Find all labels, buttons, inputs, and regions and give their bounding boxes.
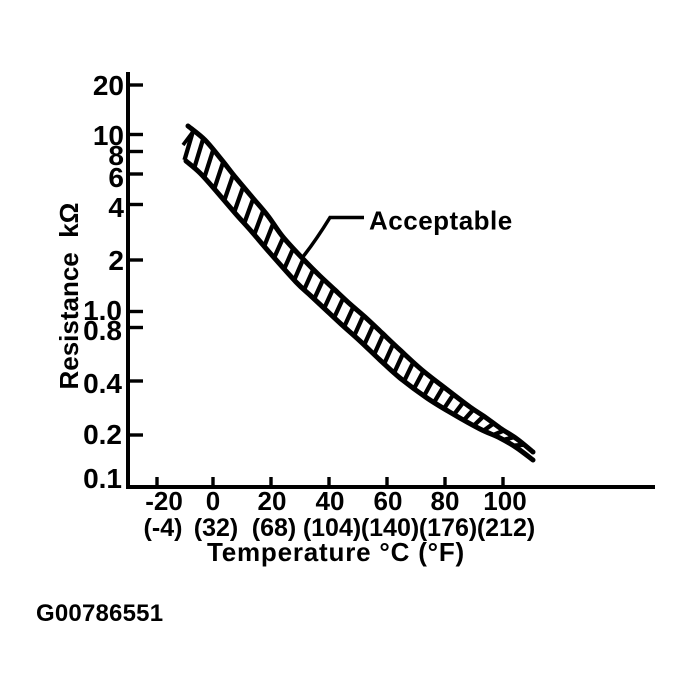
svg-text:0.2: 0.2 <box>83 419 122 450</box>
svg-text:10: 10 <box>93 120 124 151</box>
svg-text:(140): (140) <box>361 514 419 542</box>
svg-text:(176): (176) <box>419 514 477 542</box>
svg-text:(104): (104) <box>303 514 361 542</box>
svg-text:(-4): (-4) <box>144 514 183 542</box>
svg-text:Temperature °C (°F): Temperature °C (°F) <box>207 537 465 567</box>
svg-text:1.0: 1.0 <box>83 295 122 326</box>
svg-text:2: 2 <box>108 245 124 276</box>
svg-text:(32): (32) <box>194 514 238 542</box>
svg-text:4: 4 <box>108 192 124 223</box>
svg-text:-20: -20 <box>145 486 183 516</box>
svg-text:(68): (68) <box>252 514 296 542</box>
svg-text:0: 0 <box>206 486 220 516</box>
svg-text:0.4: 0.4 <box>83 368 122 399</box>
svg-text:60: 60 <box>374 486 403 516</box>
svg-text:20: 20 <box>93 70 124 101</box>
svg-text:20: 20 <box>258 486 287 516</box>
svg-text:G00786551: G00786551 <box>36 600 163 627</box>
svg-text:80: 80 <box>431 486 460 516</box>
svg-text:8: 8 <box>108 140 124 171</box>
svg-text:6: 6 <box>108 162 124 193</box>
svg-text:0.8: 0.8 <box>83 315 122 346</box>
svg-text:100: 100 <box>483 486 526 516</box>
svg-text:(212): (212) <box>477 514 535 542</box>
svg-text:0.1: 0.1 <box>83 463 122 494</box>
svg-text:Acceptable: Acceptable <box>369 206 513 236</box>
svg-text:Resistance kΩ: Resistance kΩ <box>54 202 84 389</box>
svg-text:40: 40 <box>316 486 345 516</box>
